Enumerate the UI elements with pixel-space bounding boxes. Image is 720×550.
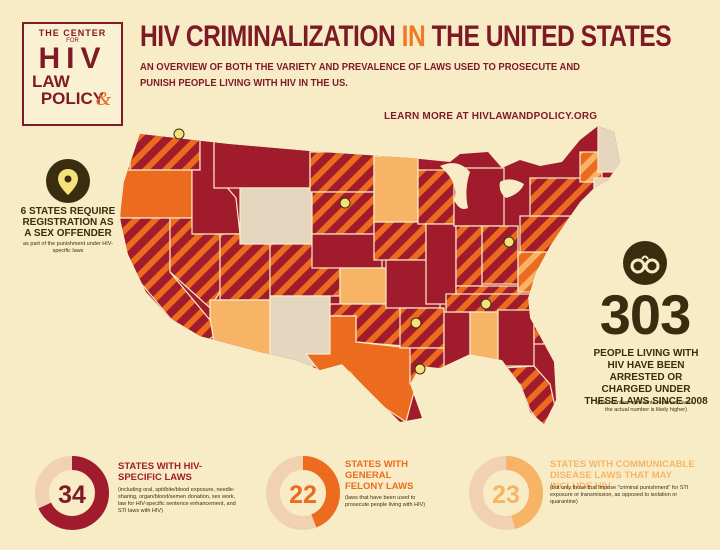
state-ga <box>497 309 535 367</box>
map-pin-badge <box>46 159 90 203</box>
state-wi <box>417 169 455 225</box>
handcuffs-badge <box>623 241 667 285</box>
sex-offender-note: 6 STATES REQUIRE REGISTRATION AS A SEX O… <box>18 206 118 255</box>
state-ia <box>373 221 427 261</box>
arrests-count: 303 <box>599 283 691 346</box>
stat-desc-general-felony: (laws that have been used to prosecute p… <box>345 495 426 508</box>
state-me <box>597 126 620 173</box>
us-map <box>120 126 620 424</box>
state-or <box>120 169 193 219</box>
stat-label-general-felony: STATES WITH GENERAL FELONY LAWS <box>345 459 414 492</box>
stat-label-communicable: STATES WITH COMMUNICABLE DISEASE LAWS TH… <box>550 459 695 492</box>
pin-tn <box>480 298 492 310</box>
title-part-3: THE UNITED STATES <box>431 20 672 53</box>
state-sc <box>533 313 561 345</box>
state-ma <box>593 177 620 203</box>
handcuffs-icon <box>630 255 660 274</box>
logo-ampersand: & <box>95 88 111 110</box>
logo-line-2: FOR <box>66 38 79 44</box>
stat-value-general-felony: 22 <box>289 481 317 509</box>
state-al <box>469 311 499 371</box>
state-ny <box>529 177 595 217</box>
pin-wa <box>173 128 185 140</box>
arrests-note: (this number represents reported cases, … <box>597 400 695 413</box>
state-nd <box>309 151 375 193</box>
stat-desc-communicable: (but only those that impose "criminal pu… <box>550 485 689 505</box>
map-pins <box>173 128 515 375</box>
title-part-1: HIV CRIMINALIZATION <box>140 20 396 53</box>
state-va <box>517 251 569 293</box>
page-subtitle: AN OVERVIEW OF BOTH THE VARIETY AND PREV… <box>140 61 581 89</box>
arrests-text: PEOPLE LIVING WITH HIV HAVE BEEN ARRESTE… <box>584 348 708 407</box>
pin-ar <box>410 317 422 329</box>
pin-la <box>414 363 426 375</box>
map-pin-icon <box>58 169 78 195</box>
pin-oh <box>503 236 515 248</box>
sex-offender-detail: as part of the punishment under HIV-spec… <box>23 241 113 254</box>
sex-offender-headline: 6 STATES REQUIRE REGISTRATION AS A SEX O… <box>20 206 116 239</box>
donut-communicable: 23 <box>469 456 543 530</box>
state-oh <box>481 225 519 285</box>
state-az <box>209 299 271 367</box>
state-in <box>455 225 483 287</box>
state-ms <box>443 311 471 373</box>
title-part-2: IN <box>401 20 426 53</box>
donut-general-felony: 22 <box>266 456 340 530</box>
page-title: HIV CRIMINALIZATION IN THE UNITED STATES <box>140 20 672 54</box>
great-lakes <box>440 163 470 209</box>
state-il <box>425 223 457 305</box>
state-wa <box>129 131 201 171</box>
state-tx <box>304 315 417 423</box>
hiv-law-policy-logo: THE CENTER FOR HIV LAW & POLICY <box>22 22 123 126</box>
logo-line-5: POLICY <box>40 89 105 108</box>
stat-value-hiv-specific: 34 <box>58 481 86 509</box>
logo-line-1: THE CENTER <box>38 28 107 38</box>
state-nj <box>569 215 589 261</box>
donut-hiv-specific: 34 <box>35 456 109 530</box>
state-nc <box>533 289 575 315</box>
pin-sd <box>339 197 351 209</box>
stat-label-hiv-specific: STATES WITH HIV-SPECIFIC LAWS <box>118 461 203 483</box>
stat-value-communicable: 23 <box>492 481 520 509</box>
state-wy <box>239 187 313 245</box>
learn-more-link[interactable]: LEARN MORE AT HIVLAWANDPOLICY.ORG <box>384 111 598 122</box>
state-pa <box>519 215 571 253</box>
logo-line-3: HIV <box>38 42 107 75</box>
state-mt <box>213 135 311 189</box>
state-mn <box>373 155 419 223</box>
state-ut <box>219 233 271 301</box>
logo-line-4: LAW <box>32 72 70 91</box>
state-ar <box>399 307 445 349</box>
great-lakes-2 <box>499 179 524 198</box>
stat-desc-hiv-specific: (including oral, spit/bite/blood exposur… <box>118 487 236 514</box>
state-ne <box>311 233 383 269</box>
